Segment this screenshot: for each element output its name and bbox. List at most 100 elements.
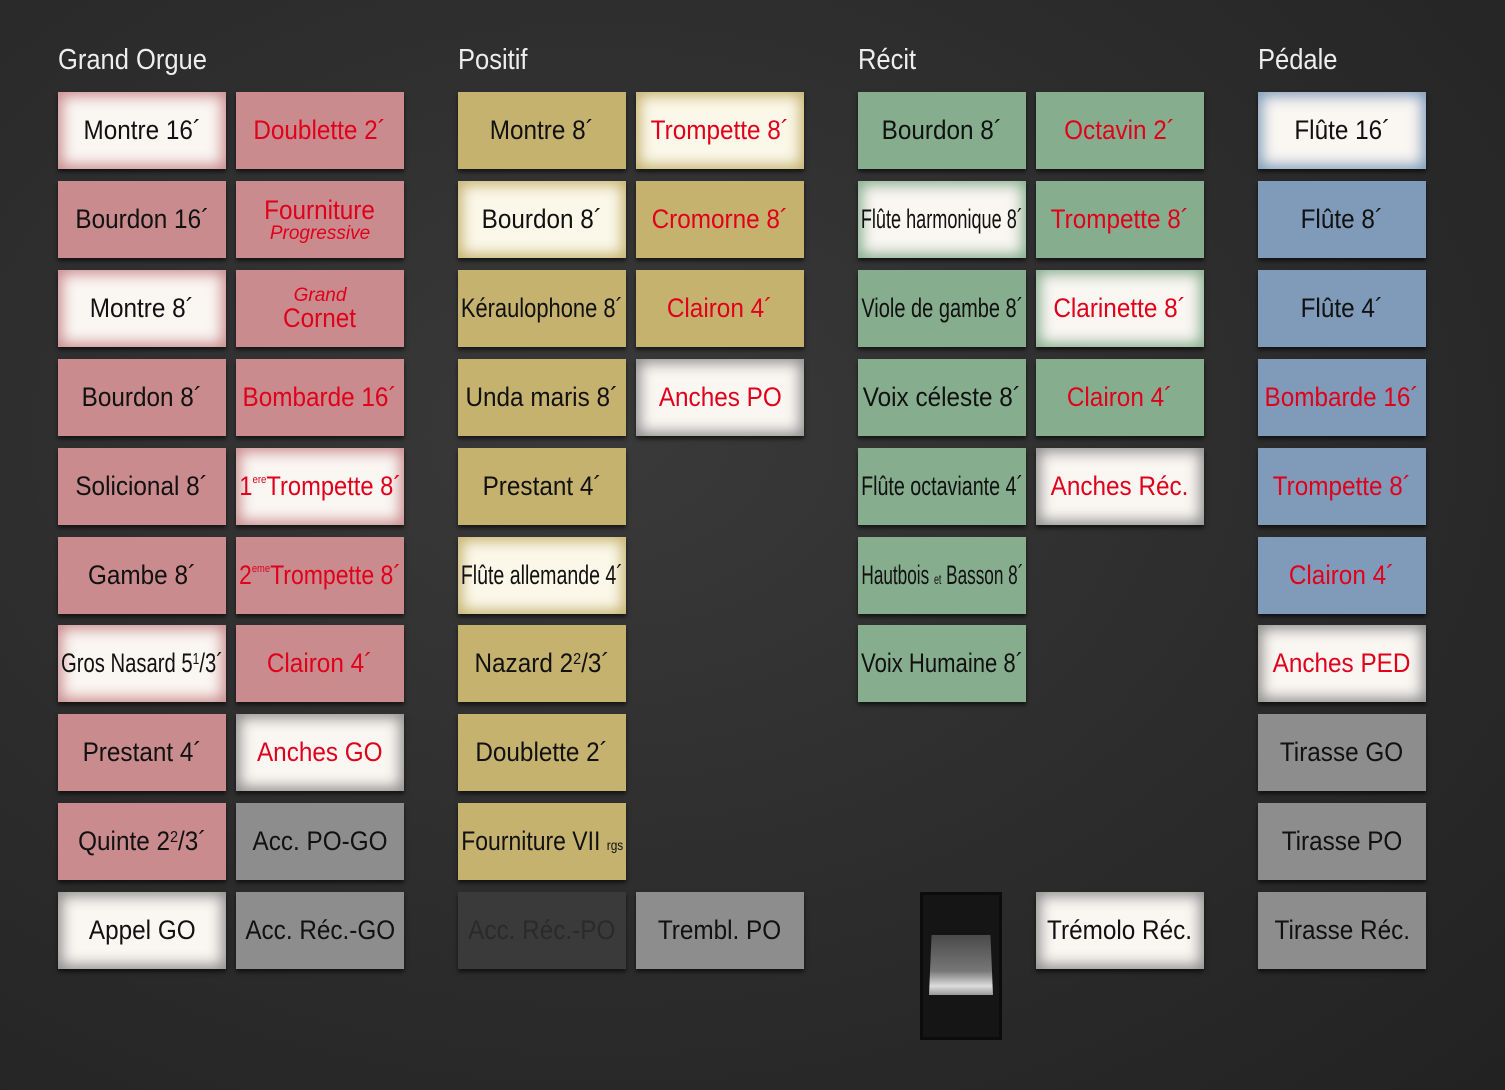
stop-button[interactable]: Flûte 8´ [1258, 181, 1426, 258]
stop-button[interactable]: Anches GO [236, 714, 404, 791]
stop-button[interactable]: Prestant 4´ [458, 448, 626, 525]
stop-label: Flûte harmonique 8´ [861, 206, 1023, 233]
stop-button[interactable]: Solicional 8´ [58, 448, 226, 525]
stop-label-part: Clairon 4´ [667, 293, 773, 323]
stop-button[interactable]: Gambe 8´ [58, 537, 226, 614]
stop-label-part: Trompette 8´ [1050, 204, 1190, 234]
stop-label-part: Flûte 16´ [1294, 115, 1390, 145]
stop-button[interactable]: Flûte 4´ [1258, 270, 1426, 347]
stop-label: Hautbois et Basson 8´ [861, 562, 1023, 589]
stop-label-part: ere [252, 474, 267, 486]
stop-button[interactable]: Montre 16´ [58, 92, 226, 169]
stop-button[interactable]: Flûte 16´ [1258, 92, 1426, 169]
stop-label-part: Tirasse GO [1280, 737, 1404, 767]
stop-label: Nazard 22/3´ [474, 650, 609, 677]
stop-button[interactable]: 2emeTrompette 8´ [236, 537, 404, 614]
stop-label-part: Acc. Réc.-GO [245, 915, 395, 945]
stop-button[interactable]: Clairon 4´ [1036, 359, 1204, 436]
stop-label: Bourdon 8´ [882, 117, 1002, 144]
stop-button[interactable]: Doublette 2´ [236, 92, 404, 169]
stop-button[interactable]: Flûte allemande 4´ [458, 537, 626, 614]
stop-label-part: Montre 16´ [83, 115, 201, 145]
stop-button[interactable]: 1ereTrompette 8´ [236, 448, 404, 525]
stop-button[interactable]: Clairon 4´ [1258, 537, 1426, 614]
stop-button[interactable]: Bourdon 8´ [858, 92, 1026, 169]
stop-label: Anches PED [1273, 650, 1411, 677]
stop-label-part: Fourniture VII [461, 826, 607, 856]
stop-button[interactable]: Clarinette 8´ [1036, 270, 1204, 347]
stop-label: Clairon 4´ [267, 650, 372, 677]
stop-button[interactable]: Voix Humaine 8´ [858, 625, 1026, 702]
stop-button[interactable]: Montre 8´ [458, 92, 626, 169]
stop-button[interactable]: Hautbois et Basson 8´ [858, 537, 1026, 614]
stop-label-part: 2 [573, 651, 582, 668]
stop-label: Acc. PO-GO [252, 828, 387, 855]
stop-button[interactable]: Bombarde 16´ [236, 359, 404, 436]
stop-label-part: Anches Réc. [1051, 471, 1189, 501]
stop-label-part: Appel GO [88, 915, 196, 945]
stop-button[interactable]: Fourniture VII rgs [458, 803, 626, 880]
stop-button[interactable]: Quinte 22/3´ [58, 803, 226, 880]
stop-label-part: Trémolo Réc. [1047, 915, 1193, 945]
stop-label: Anches PO [659, 384, 782, 411]
stop-button[interactable]: Trémolo Réc. [1036, 892, 1204, 969]
stop-label-part: Clairon 4´ [1067, 382, 1173, 412]
stop-button[interactable]: Tirasse GO [1258, 714, 1426, 791]
swell-pedal-switch[interactable] [920, 892, 1002, 1040]
stop-button[interactable]: Grand Cornet [236, 270, 404, 347]
stop-button[interactable]: Appel GO [58, 892, 226, 969]
stop-label: Acc. Réc.-PO [468, 917, 615, 944]
stop-button[interactable]: Trompette 8´ [1036, 181, 1204, 258]
stop-button[interactable]: Anches PED [1258, 625, 1426, 702]
stop-button[interactable]: Unda maris 8´ [458, 359, 626, 436]
stop-label-part: Tirasse Réc. [1274, 915, 1410, 945]
stop-label: 1ereTrompette 8´ [239, 473, 401, 500]
stop-label-part: eme [251, 563, 271, 575]
stop-label-part: Viole de gambe 8´ [861, 293, 1023, 323]
stop-button[interactable]: Doublette 2´ [458, 714, 626, 791]
stop-button[interactable]: Bourdon 16´ [58, 181, 226, 258]
stop-label-part: /3´ [177, 826, 207, 856]
stop-button[interactable]: Acc. PO-GO [236, 803, 404, 880]
stop-button[interactable]: Bombarde 16´ [1258, 359, 1426, 436]
stop-label-part: Bombarde 16´ [1265, 382, 1420, 412]
stop-button[interactable]: Cromorne 8´ [636, 181, 804, 258]
stop-button[interactable]: Flûte octaviante 4´ [858, 448, 1026, 525]
stop-button[interactable]: Bourdon 8´ [58, 359, 226, 436]
stop-label: Flûte 16´ [1294, 117, 1390, 144]
stop-button[interactable]: Acc. Réc.-GO [236, 892, 404, 969]
stop-button[interactable]: Nazard 22/3´ [458, 625, 626, 702]
stop-button[interactable]: Prestant 4´ [58, 714, 226, 791]
stop-button[interactable]: Kéraulophone 8´ [458, 270, 626, 347]
stop-button[interactable]: Trembl. PO [636, 892, 804, 969]
stop-label: Prestant 4´ [483, 473, 602, 500]
stop-button[interactable]: Viole de gambe 8´ [858, 270, 1026, 347]
stop-button[interactable]: Tirasse PO [1258, 803, 1426, 880]
stop-label: Solicional 8´ [76, 473, 208, 500]
stop-button[interactable]: Montre 8´ [58, 270, 226, 347]
stop-label: Trompette 8´ [651, 117, 789, 144]
stop-label-part: Quinte 2 [77, 826, 170, 856]
stop-label: Tirasse PO [1282, 828, 1403, 855]
stop-button[interactable]: Clairon 4´ [236, 625, 404, 702]
stop-label-part: Fourniture [264, 194, 376, 225]
stop-button[interactable]: Anches Réc. [1036, 448, 1204, 525]
stop-button[interactable]: Clairon 4´ [636, 270, 804, 347]
stop-label-part: Doublette 2´ [253, 115, 387, 145]
stop-label-part: Doublette 2´ [475, 737, 609, 767]
stop-label-part: Flûte allemande 4´ [461, 560, 623, 590]
stop-button[interactable]: Flûte harmonique 8´ [858, 181, 1026, 258]
stop-button[interactable]: Voix céleste 8´ [858, 359, 1026, 436]
stop-button[interactable]: Fourniture Progressive [236, 181, 404, 258]
stop-label: Fourniture VII rgs [461, 828, 623, 855]
stop-button[interactable]: Trompette 8´ [636, 92, 804, 169]
stop-button[interactable]: Trompette 8´ [1258, 448, 1426, 525]
stop-label-part: Bourdon 8´ [481, 204, 603, 234]
stop-button[interactable]: Tirasse Réc. [1258, 892, 1426, 969]
stop-label-part: Trompette 8´ [270, 560, 401, 590]
stop-button[interactable]: Octavin 2´ [1036, 92, 1204, 169]
stop-button[interactable]: Anches PO [636, 359, 804, 436]
stop-button[interactable]: Bourdon 8´ [458, 181, 626, 258]
stop-button[interactable]: Gros Nasard 51/3´ [58, 625, 226, 702]
stop-label-part: Trompette 8´ [1272, 471, 1412, 501]
